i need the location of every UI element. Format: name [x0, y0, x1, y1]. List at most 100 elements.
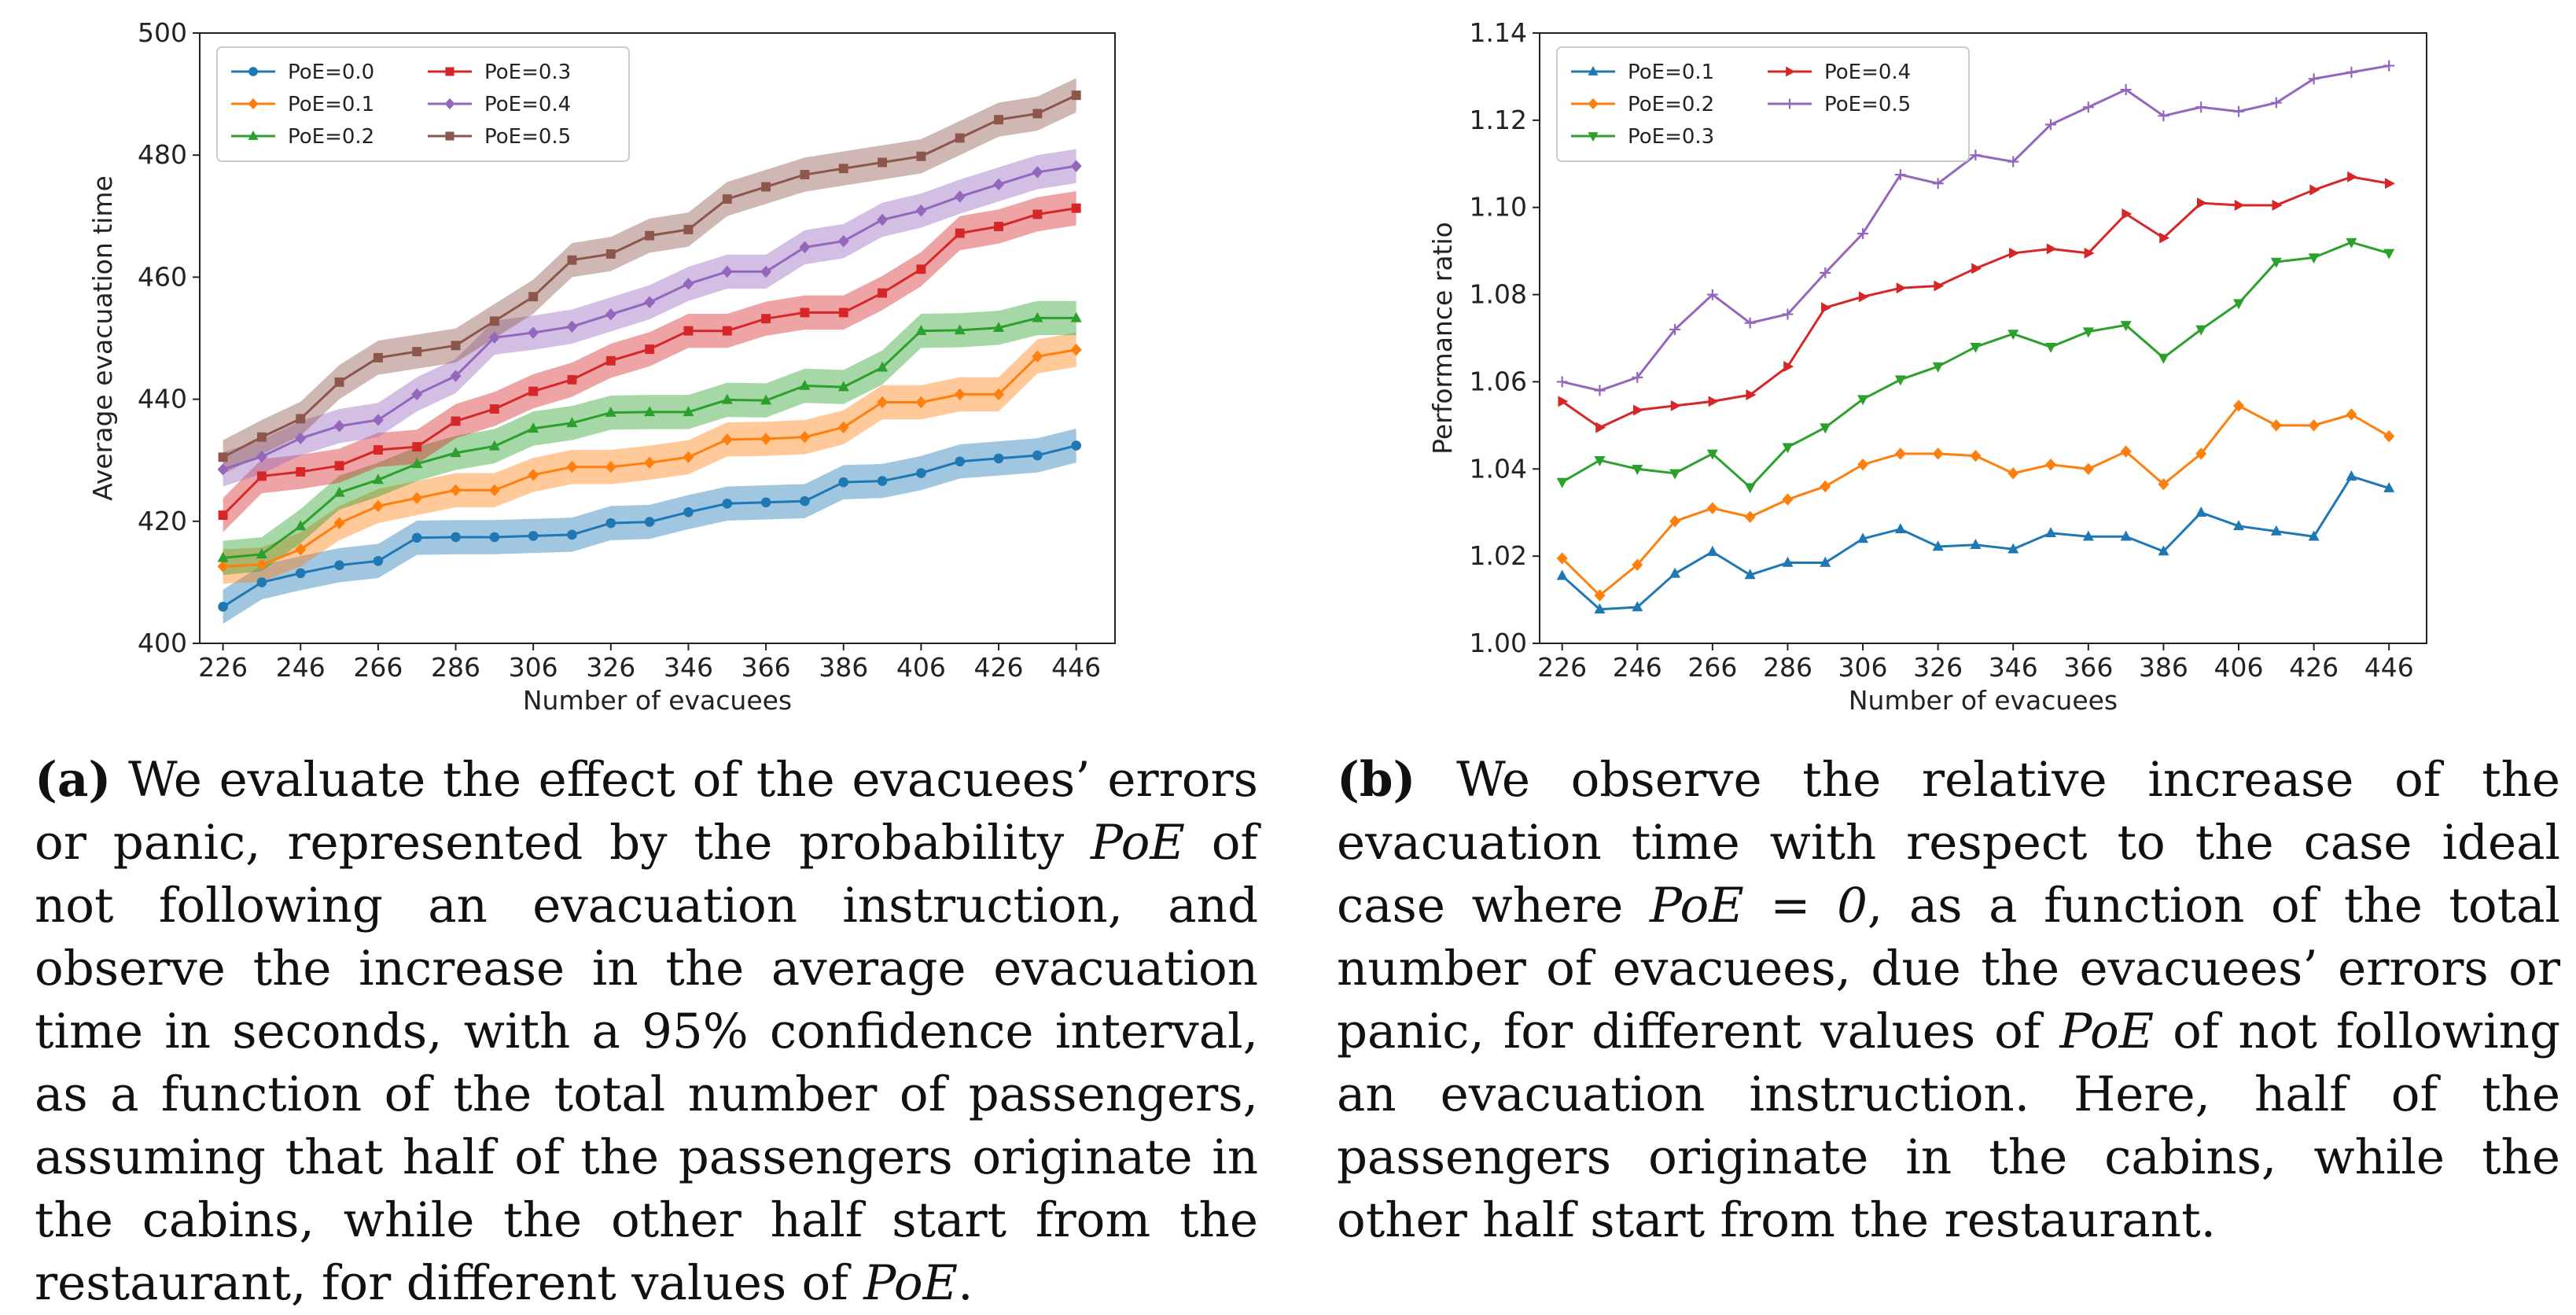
series-2-point [528, 422, 539, 433]
caption-a: (a) We evaluate the effect of the evacue… [35, 749, 1258, 1315]
series-1-point [644, 456, 656, 470]
series-5-point [567, 255, 577, 265]
series-4-point [2045, 119, 2057, 131]
series-1-point [411, 492, 423, 505]
legend-label-2: PoE=0.2 [288, 125, 374, 149]
plot-frame [1539, 32, 2427, 644]
series-1-point [799, 431, 811, 444]
series-4-point [1857, 227, 1869, 239]
caption-b-text-3: of not following an evacuation instructi… [1337, 1004, 2560, 1248]
series-2-point [2270, 257, 2282, 268]
legend-label-4: PoE=0.5 [1824, 93, 1911, 116]
series-1-point [605, 461, 616, 473]
x-tick-label: 306 [509, 652, 558, 683]
series-0-point [2195, 506, 2207, 517]
series-2-point [721, 393, 733, 404]
legend-swatch-marker-0 [1588, 65, 1599, 76]
series-2-point [333, 486, 345, 497]
series-4-point [2383, 60, 2395, 72]
series-4-point [372, 414, 384, 426]
series-0-point [411, 532, 422, 543]
series-4-point [605, 308, 616, 321]
series-5-point [451, 341, 461, 351]
legend-label-1: PoE=0.1 [288, 93, 374, 116]
series-2-confidence-band [223, 300, 1076, 576]
series-4-point [1744, 317, 1756, 329]
x-tick-label: 266 [353, 652, 403, 683]
series-4-point [566, 320, 578, 333]
series-3-point [2272, 199, 2283, 211]
series-5-point [334, 377, 344, 387]
series-3-point [1783, 361, 1794, 373]
series-4-point [2270, 97, 2282, 109]
plot-frame [199, 32, 1116, 644]
series-3-point [451, 416, 461, 426]
series-5-point [373, 352, 383, 363]
series-0-point [1894, 523, 1906, 534]
series-0-point [916, 468, 926, 478]
series-2-point [605, 406, 616, 417]
series-4-point [2233, 105, 2245, 117]
legend-label-3: PoE=0.3 [484, 61, 571, 84]
legend-box [216, 46, 630, 162]
series-1-point [2346, 408, 2357, 421]
series-2-point [2082, 327, 2094, 338]
series-3-point [994, 222, 1003, 231]
series-2-point [2120, 321, 2132, 332]
series-4-point [644, 296, 656, 308]
series-5-point [800, 170, 810, 179]
series-3-point [722, 326, 732, 336]
series-5-point [722, 194, 732, 204]
y-tick-label: 1.04 [1470, 453, 1527, 484]
x-tick-label: 366 [2063, 652, 2113, 683]
x-tick-label: 426 [974, 652, 1024, 683]
series-3-point [1746, 389, 1757, 401]
series-1-point [528, 469, 539, 481]
series-1-point [372, 499, 384, 513]
legend-swatch-marker-3 [445, 67, 454, 76]
series-3-point [334, 461, 344, 471]
series-2-point [1669, 469, 1681, 480]
series-3-point [761, 314, 771, 324]
legend-swatch-marker-5 [445, 131, 454, 141]
series-0-point [528, 531, 539, 541]
legend-swatch-marker-1 [248, 98, 259, 110]
x-tick-label: 246 [276, 652, 326, 683]
series-3-point [373, 445, 383, 455]
caption-a-math-1: PoE [1091, 815, 1185, 871]
series-0-point [2082, 530, 2094, 541]
y-tick-label: 420 [138, 506, 187, 536]
series-5-point [218, 452, 228, 462]
legend-swatch-marker-0 [248, 67, 258, 76]
series-1-point [256, 558, 267, 571]
series-5-point [761, 182, 771, 192]
x-tick-label: 346 [664, 652, 713, 683]
series-1-point [1632, 558, 1643, 571]
legend-swatch-marker-4 [1784, 98, 1795, 109]
series-3-point [1558, 396, 1569, 407]
caption-b-math-1: PoE = 0 [1649, 878, 1868, 934]
series-4-point [295, 432, 307, 444]
series-3-point [645, 344, 655, 354]
x-tick-label: 366 [742, 652, 791, 683]
legend-label-4: PoE=0.4 [484, 93, 571, 116]
series-3-point [955, 228, 965, 238]
series-0-point [2158, 545, 2169, 556]
series-5-point [296, 414, 306, 424]
series-0-group [1556, 470, 2395, 614]
series-0-point [1669, 567, 1681, 578]
series-0-point [295, 568, 306, 579]
series-3-point [878, 288, 888, 298]
series-3-point [1595, 422, 1606, 433]
series-2-point [1820, 423, 1831, 434]
series-1-point [2158, 477, 2169, 491]
series-2-point [1782, 443, 1794, 454]
series-2-group [217, 311, 1082, 562]
x-tick-label: 426 [2289, 652, 2339, 683]
x-tick-label: 286 [1763, 652, 1812, 683]
series-1-point [837, 421, 849, 433]
legend-label-2: PoE=0.3 [1628, 125, 1714, 149]
series-2-group [1556, 238, 2395, 494]
series-3-point [528, 386, 539, 396]
caption-b-label: (b) [1337, 752, 1416, 808]
